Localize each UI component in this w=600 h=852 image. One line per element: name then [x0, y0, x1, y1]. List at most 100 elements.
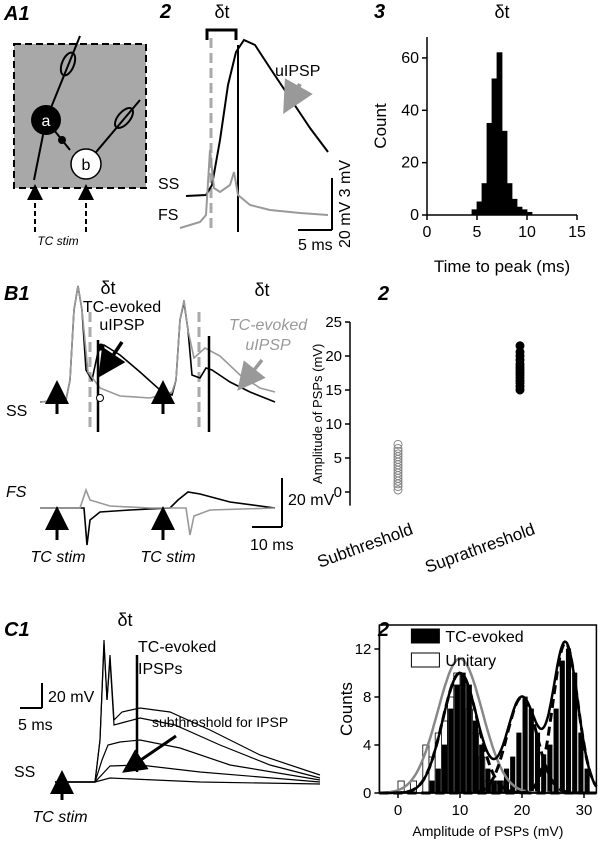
point — [393, 485, 403, 495]
bar — [441, 744, 448, 794]
cell-label: b — [82, 157, 91, 174]
bar — [553, 708, 559, 794]
bar — [501, 130, 508, 216]
bar — [496, 52, 503, 216]
y-tick-label: 8 — [363, 689, 371, 706]
y-tick-label: 5 — [334, 450, 342, 467]
cell-label: SS — [14, 764, 35, 781]
x-axis-label: Amplitude of PSPs (mV) — [412, 823, 563, 839]
x-tick-label: Subthreshold — [315, 520, 416, 572]
marker — [96, 394, 104, 402]
trace — [55, 644, 321, 783]
scale-label: 5 ms — [298, 237, 333, 254]
electrode — [45, 35, 81, 121]
panel-label: B1 — [4, 283, 30, 305]
x-tick-label: 20 — [514, 802, 531, 819]
delta-label: δt — [254, 280, 269, 300]
bar — [429, 780, 435, 794]
bar — [491, 78, 498, 216]
bar — [521, 209, 528, 216]
traces-c1: δt TC-evoked IPSPs subthreshold for IPSP… — [14, 610, 321, 826]
y-tick-label: 25 — [325, 314, 342, 331]
stim-label: TC stim — [37, 234, 78, 248]
trace — [55, 777, 321, 785]
panel-label: 2 — [159, 1, 171, 23]
cell-b — [70, 148, 102, 180]
bar — [510, 756, 516, 794]
fit-curve — [379, 640, 598, 795]
x-tick-label: 0 — [394, 802, 402, 819]
delta-label: δt — [100, 278, 115, 298]
pipette — [114, 107, 134, 129]
bar — [522, 696, 528, 794]
arrow — [237, 358, 266, 391]
point — [393, 439, 403, 449]
bar — [448, 708, 454, 794]
y-tick-label: 12 — [355, 641, 372, 658]
stim-label: TC stim — [32, 809, 87, 826]
bar — [476, 201, 483, 216]
y-tick-label: 0 — [334, 484, 342, 501]
trace — [55, 639, 321, 783]
bar — [472, 720, 479, 794]
cell-a — [31, 105, 61, 135]
cell-label: a — [42, 113, 51, 130]
trace-label: uIPSP — [245, 337, 291, 354]
y-tick-label: 0 — [363, 785, 371, 802]
bar — [466, 684, 472, 794]
x-tick-label: 10 — [452, 802, 469, 819]
x-tick-label: 5 — [473, 224, 482, 241]
point — [393, 449, 403, 459]
cell-label: SS — [6, 403, 27, 420]
trace-label: TC-evoked — [229, 317, 308, 334]
bar — [471, 209, 478, 216]
pipette — [59, 51, 77, 77]
bar — [481, 183, 488, 216]
panel-label: A1 — [3, 3, 30, 25]
y-tick-label: 20 — [401, 155, 419, 172]
delta-label: δt — [214, 2, 229, 22]
y-axis-label: Counts — [337, 682, 356, 736]
bar — [454, 684, 460, 794]
bar — [516, 732, 522, 794]
bar — [528, 708, 534, 794]
trace-label: IPSPs — [138, 661, 182, 678]
cell-label: FS — [6, 484, 27, 501]
point — [515, 341, 525, 351]
bar — [479, 744, 485, 794]
legend-swatch — [410, 652, 440, 668]
trace — [55, 739, 321, 783]
trace-label: uIPSP — [99, 317, 144, 334]
bar — [559, 660, 565, 794]
bar — [516, 206, 523, 216]
marker — [97, 343, 105, 351]
y-tick-label: 4 — [363, 737, 371, 754]
point — [393, 443, 403, 453]
bar — [435, 768, 441, 794]
bracket — [205, 28, 238, 40]
diagram: a b TC stim — [13, 35, 147, 248]
point — [393, 446, 403, 456]
x-tick-label: Suprathreshold — [423, 520, 538, 577]
y-axis-label: Count — [371, 103, 390, 149]
legend-swatch — [410, 628, 440, 644]
trace — [179, 149, 329, 229]
trace-label: uIPSP — [275, 63, 320, 80]
x-axis-label: Time to peak (ms) — [434, 257, 570, 276]
y-tick-label: 0 — [410, 207, 419, 224]
arrow — [98, 341, 126, 378]
frame — [378, 624, 598, 794]
y-tick-label: 40 — [401, 102, 419, 119]
trace — [40, 491, 276, 546]
trace-label: TC-evoked — [138, 639, 216, 656]
scale-label: 20 mV — [288, 492, 335, 509]
synapse — [58, 136, 66, 144]
arrow — [283, 78, 313, 114]
delta-label: δt — [117, 610, 132, 630]
traces-b1: δt δt TC-evoked uIPSP TC-evoked uIPSP SS… — [6, 278, 335, 566]
panel-label: 2 — [377, 283, 389, 305]
bar — [486, 122, 493, 216]
cell-label: FS — [158, 207, 178, 224]
